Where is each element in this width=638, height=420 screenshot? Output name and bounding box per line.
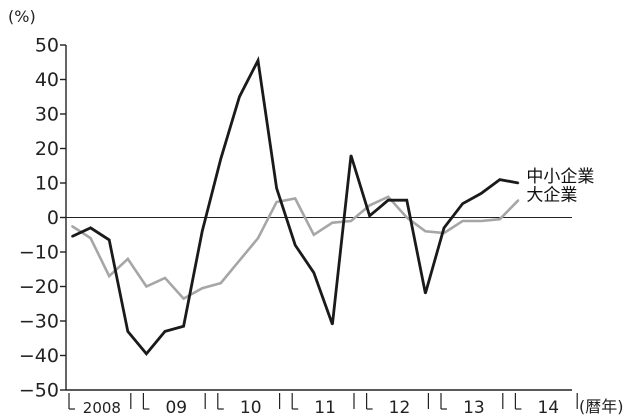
data-point — [331, 221, 334, 224]
data-point — [108, 239, 111, 241]
data-point — [238, 259, 241, 262]
data-point — [480, 192, 483, 195]
data-point — [257, 59, 259, 62]
data-point — [405, 199, 408, 202]
y-tick-label: −40 — [19, 345, 59, 367]
year-bracket — [366, 393, 429, 409]
y-tick-label: 30 — [35, 104, 59, 126]
data-point — [517, 182, 520, 184]
series-lines — [71, 55, 520, 356]
data-point — [275, 187, 278, 190]
data-point — [201, 230, 204, 233]
year-bracket — [291, 393, 355, 409]
series-line-0 — [71, 55, 519, 356]
data-point — [368, 214, 371, 217]
data-point — [294, 244, 297, 247]
data-point — [164, 330, 166, 333]
data-point — [71, 225, 73, 228]
data-point — [182, 325, 185, 328]
data-point — [275, 201, 278, 203]
data-point — [331, 323, 334, 326]
data-point — [498, 218, 501, 221]
data-point — [219, 157, 222, 160]
data-point — [350, 154, 352, 157]
data-point — [368, 204, 371, 207]
x-unit-label: (暦年) — [579, 397, 624, 416]
data-point — [71, 235, 73, 238]
year-brackets: 2008 09 10 11 12 13 14 — [68, 393, 578, 418]
data-point — [126, 258, 129, 260]
x-category-label: 12 — [389, 398, 411, 418]
data-point — [126, 330, 129, 333]
x-category-label: 14 — [537, 398, 559, 418]
data-point — [257, 237, 259, 240]
data-point — [219, 282, 222, 284]
data-point — [238, 95, 241, 98]
x-category-label: 13 — [463, 398, 485, 418]
y-tick-label: −10 — [19, 242, 59, 264]
data-point — [145, 285, 148, 288]
data-point — [498, 178, 501, 181]
data-point — [387, 199, 390, 202]
data-point — [182, 297, 185, 300]
y-tick-label: −30 — [19, 311, 59, 333]
data-point — [461, 220, 464, 222]
y-tick-label: 40 — [35, 69, 59, 91]
data-point — [89, 237, 92, 240]
data-point — [350, 220, 352, 222]
series-label: 大企業 — [526, 185, 577, 205]
data-point — [480, 220, 483, 222]
x-category-label: 2008 — [83, 399, 121, 417]
data-point — [312, 271, 315, 274]
x-category-label: 09 — [165, 398, 187, 418]
y-tick-label: 50 — [35, 35, 59, 57]
data-point — [201, 287, 204, 290]
data-point — [89, 227, 92, 229]
y-tick-label: −50 — [19, 380, 59, 402]
year-bracket — [68, 393, 132, 409]
data-point — [443, 227, 445, 229]
x-category-label: 11 — [314, 398, 336, 418]
year-bracket — [217, 393, 281, 409]
series-label: 中小企業 — [526, 167, 594, 187]
y-tick-label: 0 — [47, 207, 59, 229]
data-point — [145, 352, 148, 355]
year-bracket — [440, 393, 504, 409]
data-point — [424, 230, 427, 233]
data-point — [405, 216, 408, 219]
y-tick-label: 10 — [35, 173, 59, 195]
data-point — [461, 202, 464, 205]
data-point — [517, 199, 520, 202]
data-point — [387, 195, 390, 198]
year-bracket — [142, 393, 206, 409]
y-unit-label: (%) — [8, 7, 36, 26]
y-tick-label: 20 — [35, 138, 59, 160]
data-point — [294, 197, 297, 200]
series-line-1 — [71, 195, 520, 301]
x-category-label: 10 — [240, 398, 262, 418]
year-bracket — [514, 393, 578, 409]
data-point — [312, 233, 315, 236]
data-point — [424, 292, 427, 295]
data-point — [108, 275, 111, 277]
data-point — [164, 277, 166, 279]
y-tick-labels: 50 40 30 20 10 0 −10 −20 −30 −40 −50 — [19, 35, 66, 402]
y-tick-label: −20 — [19, 276, 59, 298]
